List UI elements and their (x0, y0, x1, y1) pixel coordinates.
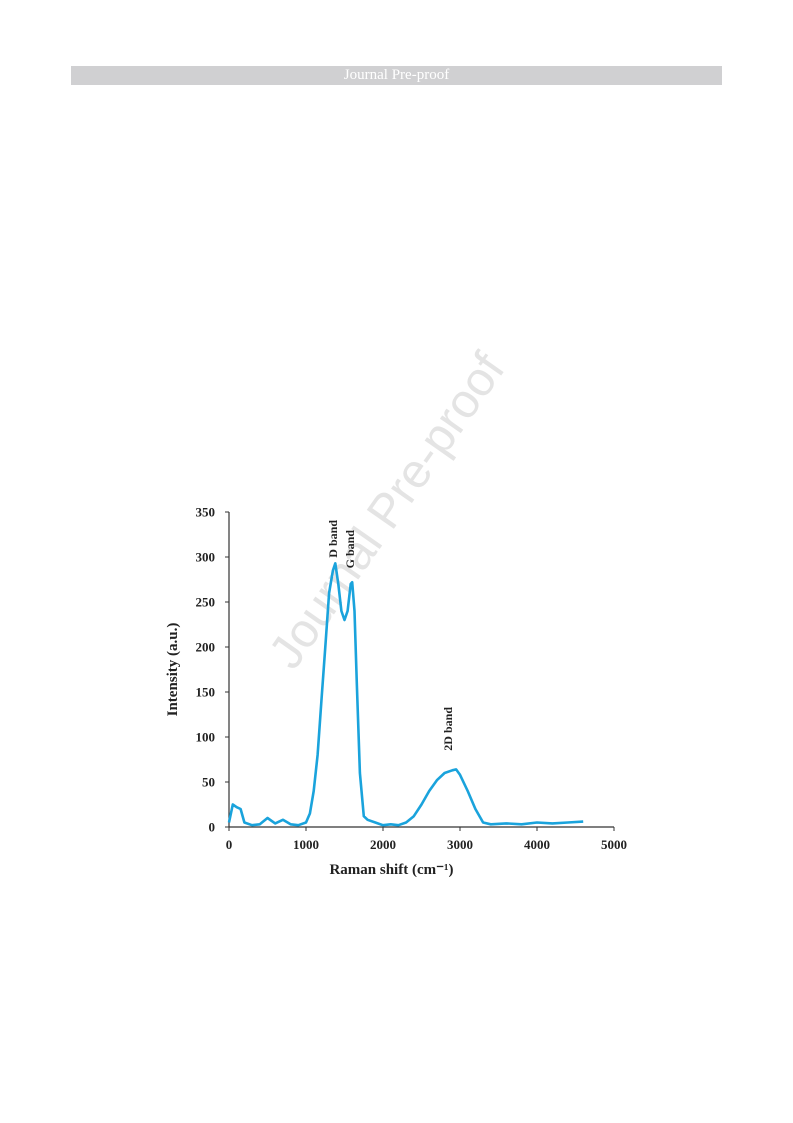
line-series (227, 562, 584, 827)
x-tick-label: 4000 (524, 837, 550, 852)
y-tick-label: 200 (196, 640, 216, 655)
y-tick-label: 250 (196, 595, 216, 610)
y-tick-label: 150 (196, 685, 216, 700)
header: Journal Pre-proof (71, 66, 722, 85)
x-tick-label: 3000 (447, 837, 473, 852)
y-tick-label: 300 (196, 550, 216, 565)
x-tick-label: 2000 (370, 837, 396, 852)
y-tick-label: 350 (196, 505, 216, 520)
band-annotation: 2D band (441, 707, 455, 751)
y-axis-label: Intensity (a.u.) (165, 623, 181, 717)
x-tick-label: 1000 (293, 837, 319, 852)
band-annotation: D band (326, 520, 340, 558)
watermark: Journal Pre-proof (259, 343, 516, 678)
band-annotation: G band (343, 530, 357, 569)
y-tick-label: 0 (209, 820, 216, 835)
y-tick-label: 50 (202, 775, 215, 790)
x-axis-label: Raman shift (cm⁻¹) (329, 862, 453, 878)
x-tick-label: 0 (226, 837, 233, 852)
y-tick-label: 100 (196, 730, 216, 745)
x-tick-label: 5000 (601, 837, 627, 852)
